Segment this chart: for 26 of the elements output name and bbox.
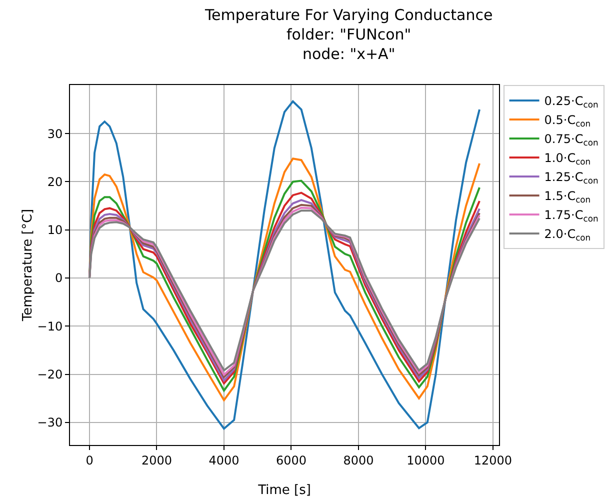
x-tick-label: 8000 [343,453,374,468]
x-tick-label: 6000 [276,453,306,468]
line-series [88,100,480,430]
x-axis-title: Time [s] [257,483,311,498]
legend-label: 1.75·C$_{con}$ [544,208,598,224]
legend-label: 2.0·C$_{con}$ [544,227,591,243]
y-tick-label: −10 [37,319,63,334]
x-tick-label: 2000 [141,453,172,468]
y-axis-title: Temperature [°C] [20,208,36,322]
legend-label: 1.0·C$_{con}$ [544,151,591,167]
legend-label: 1.5·C$_{con}$ [544,189,591,205]
y-tick-label: −20 [37,367,63,382]
y-tick-label: 0 [54,271,63,286]
x-tick-label: 12000 [474,453,512,468]
y-tick-label: 10 [47,223,63,238]
legend-label: 0.5·C$_{con}$ [544,113,591,129]
x-tick-label: 4000 [208,453,240,468]
y-tick-label: 30 [47,126,63,141]
legend-label: 0.25·C$_{con}$ [544,94,598,110]
x-tick-label: 0 [86,453,94,468]
legend-label: 1.25·C$_{con}$ [544,170,598,186]
chart-title: Temperature For Varying Conductance folder: "FUNcon" node: "x+A" [204,6,493,63]
y-tick-label: −30 [37,416,63,430]
y-tick-label: 20 [47,174,63,189]
legend-label: 0.75·C$_{con}$ [544,132,598,148]
x-tick-label: 10000 [406,453,445,468]
